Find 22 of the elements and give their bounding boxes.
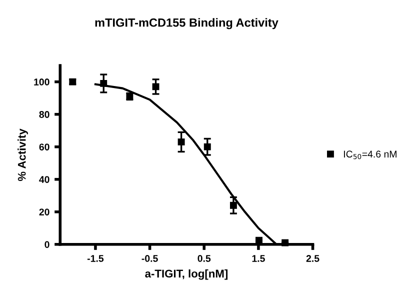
chart-title: mTIGIT-mCD155 Binding Activity (95, 18, 278, 30)
y-tick-label: 20 (39, 208, 50, 216)
point (100, 80, 108, 87)
x-tick-label: 1.5 (252, 255, 265, 262)
point (204, 143, 211, 150)
x-tick-label: 0.5 (198, 255, 211, 262)
y-tick-label: 100 (34, 78, 50, 86)
x-tick-label: -1.5 (87, 255, 104, 262)
y-tick-label: 0 (44, 241, 50, 248)
x-tick-label: -0.5 (142, 255, 158, 262)
point (178, 138, 185, 146)
point (256, 236, 262, 244)
point (230, 202, 237, 209)
x-axis-title: a-TIGIT, log[nM] (145, 269, 228, 280)
y-tick-label: 40 (39, 176, 50, 183)
y-tick-label: 80 (39, 111, 50, 118)
y-axis-title: % Activity (18, 128, 28, 182)
legend-label: IC$_{50}$=4.6 nM (344, 150, 396, 160)
x-tick-label: 2.5 (306, 255, 320, 262)
point (152, 83, 160, 90)
y-tick-label: 60 (39, 144, 50, 150)
point (282, 239, 289, 246)
